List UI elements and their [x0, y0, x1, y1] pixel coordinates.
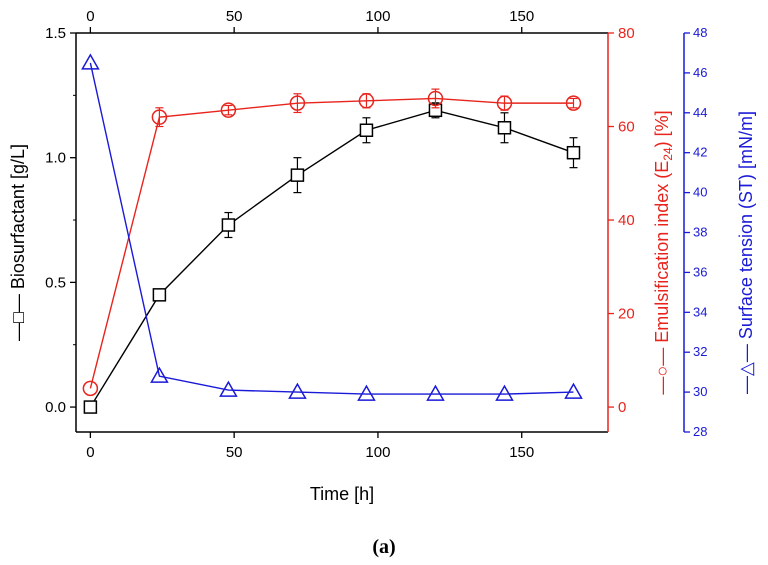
data-point-circle	[358, 93, 375, 109]
data-point-circle	[565, 95, 582, 111]
data-point-square	[152, 288, 167, 302]
right-axis-1-tick-label: 40	[618, 212, 635, 229]
right-axis-1-label-part: ) [%]	[652, 110, 672, 147]
x-tick-label-bottom: 100	[365, 444, 390, 461]
right-axis-2-tick-label: 30	[693, 384, 707, 399]
x-tick-label-top: 100	[365, 8, 390, 25]
right-axis-2-tick-label: 28	[693, 424, 707, 439]
right-axis-1-tick-label: 60	[618, 119, 635, 136]
left-axis-label: —□— Biosurfactant [g/L]	[8, 144, 28, 341]
right-axis-2-tick-label: 32	[693, 344, 707, 359]
data-point-triangle	[219, 380, 238, 397]
x-tick-label-top: 150	[509, 8, 534, 25]
data-point-square	[83, 400, 98, 414]
right-axis-1-tick-label: 20	[618, 306, 635, 323]
right-axis-2-tick-label: 48	[693, 25, 707, 40]
series-line-1	[89, 97, 574, 389]
right-axis-1-label: —○— Emulsification index (E24) [%]	[652, 110, 675, 394]
left-tick-label: 1.0	[45, 150, 66, 167]
right-axis-2-tick-label: 42	[693, 145, 707, 160]
data-point-triangle	[150, 366, 169, 383]
data-point-circle	[427, 90, 444, 107]
data-point-square	[221, 218, 236, 232]
data-point-circle	[289, 95, 306, 111]
right-axis-2-tick-label: 38	[693, 225, 707, 240]
series-line-0	[89, 109, 574, 408]
data-point-circle	[496, 95, 513, 111]
data-point-circle	[151, 109, 168, 125]
data-point-triangle	[426, 384, 445, 401]
right-axis-1-tick-label: 80	[618, 25, 635, 42]
series-line-2	[89, 62, 574, 395]
data-point-triangle	[81, 53, 100, 70]
right-axis-1-label-part: —○— Emulsification index (E	[652, 161, 672, 395]
data-point-square	[290, 168, 305, 182]
figure-caption: (a)	[372, 536, 395, 558]
x-tick-label-top: 0	[86, 8, 94, 25]
data-point-square	[566, 145, 581, 160]
data-point-triangle	[564, 382, 583, 399]
data-point-triangle	[495, 384, 514, 401]
x-tick-label-bottom: 50	[226, 444, 243, 461]
right-axis-2-tick-label: 44	[693, 105, 707, 120]
data-point-square	[359, 123, 374, 138]
x-tick-label-top: 50	[226, 8, 243, 25]
x-axis-label: Time [h]	[310, 484, 374, 504]
right-axis-1-tick-label: 0	[618, 399, 626, 416]
right-axis-2-tick-label: 46	[693, 65, 707, 80]
data-point-triangle	[288, 382, 307, 399]
axes-layer: 0 50 100 150 0 50 100 150 0.0 0.5 1.0 1.5 0 20 40 60 80 2…	[45, 8, 707, 461]
left-tick-label: 0.0	[45, 399, 66, 416]
left-tick-label: 1.5	[45, 25, 66, 42]
right-axis-2-tick-label: 40	[693, 185, 707, 200]
series-layer	[81, 53, 583, 414]
x-tick-label-bottom: 0	[86, 444, 94, 461]
right-axis-2-tick-label: 34	[693, 304, 707, 319]
data-point-circle	[82, 380, 99, 397]
label-layer: Time [h] —□— Biosurfactant [g/L] —○— Emu…	[8, 110, 756, 558]
right-axis-2-label: —△— Surface tension (ST) [mN/m]	[736, 111, 756, 394]
data-point-triangle	[357, 384, 376, 401]
right-axis-1-label-part: 24	[661, 147, 675, 161]
x-tick-label-bottom: 150	[509, 444, 534, 461]
data-point-circle	[220, 102, 237, 118]
left-tick-label: 0.5	[45, 274, 66, 291]
right-axis-2-tick-label: 36	[693, 264, 707, 279]
data-point-square	[497, 121, 512, 135]
